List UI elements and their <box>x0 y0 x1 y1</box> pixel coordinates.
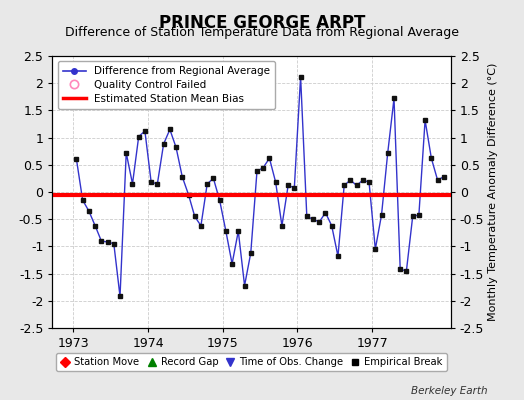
Y-axis label: Monthly Temperature Anomaly Difference (°C): Monthly Temperature Anomaly Difference (… <box>488 63 498 321</box>
Legend: Difference from Regional Average, Quality Control Failed, Estimated Station Mean: Difference from Regional Average, Qualit… <box>58 61 275 109</box>
Text: Difference of Station Temperature Data from Regional Average: Difference of Station Temperature Data f… <box>65 26 459 39</box>
Text: PRINCE GEORGE ARPT: PRINCE GEORGE ARPT <box>159 14 365 32</box>
Text: Berkeley Earth: Berkeley Earth <box>411 386 487 396</box>
Legend: Station Move, Record Gap, Time of Obs. Change, Empirical Break: Station Move, Record Gap, Time of Obs. C… <box>57 353 446 371</box>
